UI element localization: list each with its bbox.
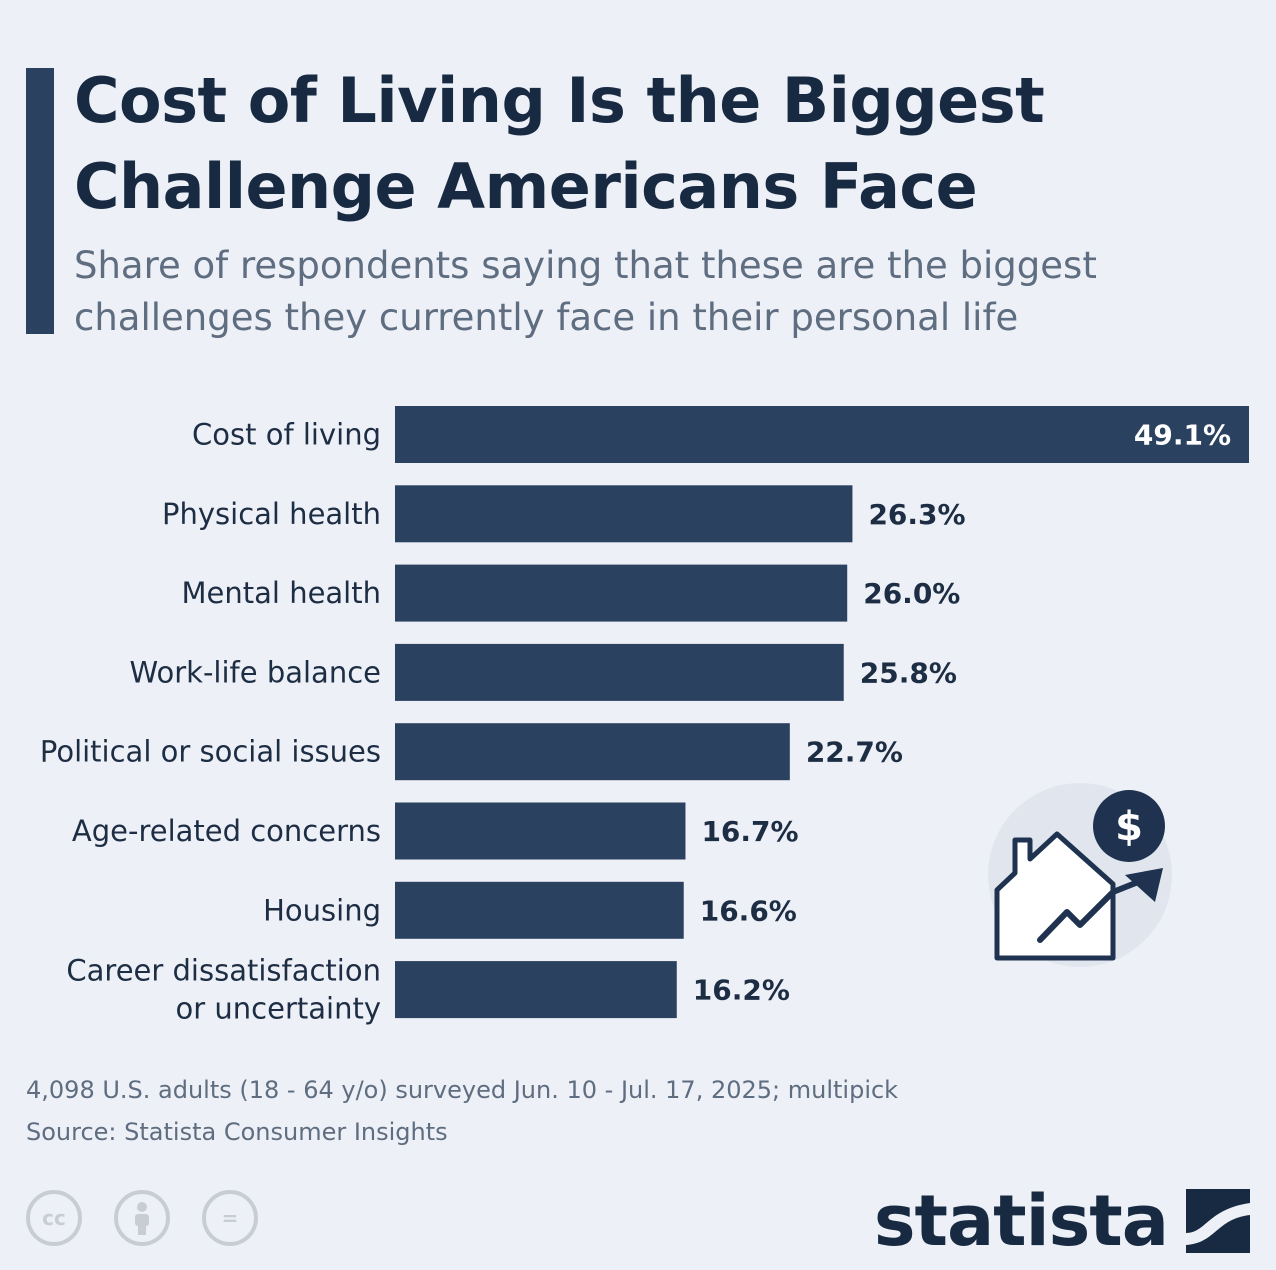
value-label: 16.2% [693, 974, 790, 1007]
value-label: 16.6% [700, 894, 797, 927]
category-label: Political or social issues [40, 735, 381, 769]
cc-icon[interactable]: cc [26, 1190, 82, 1246]
chart-subtitle-line-2: challenges they currently face in their … [74, 296, 1019, 339]
dollar-coin-icon [1093, 790, 1165, 862]
no-derivatives-icon[interactable]: = [202, 1190, 258, 1246]
arrow-head-icon [1125, 868, 1163, 902]
bar [395, 802, 686, 860]
chart-title-line-2: Challenge Americans Face [74, 150, 978, 223]
bar [395, 485, 853, 543]
dollar-sign: $ [1115, 804, 1143, 850]
bar [395, 406, 1249, 463]
house-outline-icon [994, 831, 1116, 961]
value-label: 49.1% [1134, 419, 1231, 452]
license-icons: cc = [26, 1190, 258, 1246]
bar [395, 564, 848, 622]
category-label: Career dissatisfaction [66, 954, 381, 988]
brand-name: statista [873, 1180, 1169, 1262]
statista-mark-icon [1186, 1189, 1250, 1253]
category-label: Physical health [162, 497, 381, 531]
chart-subtitle: Share of respondents saying that these a… [74, 240, 1224, 344]
value-label: 26.3% [868, 498, 965, 531]
title-accent-bar [26, 68, 54, 334]
bar [395, 881, 684, 939]
value-label: 22.7% [806, 736, 903, 769]
value-label: 25.8% [860, 656, 957, 689]
house-rising-price-icon: $ [988, 783, 1172, 967]
value-label: 26.0% [863, 577, 960, 610]
attribution-icon[interactable] [114, 1190, 170, 1246]
survey-note: 4,098 U.S. adults (18 - 64 y/o) surveyed… [26, 1076, 899, 1104]
rising-trend-icon [1037, 877, 1146, 943]
category-label: Cost of living [192, 418, 381, 452]
chart-title: Cost of Living Is the Biggest Challenge … [74, 58, 1224, 230]
chart-title-line-1: Cost of Living Is the Biggest [74, 64, 1045, 137]
bar [395, 961, 677, 1019]
category-label: or uncertainty [176, 992, 381, 1026]
person-icon [135, 1202, 149, 1235]
bar [395, 643, 844, 701]
value-label: 16.7% [701, 815, 798, 848]
category-label: Housing [263, 893, 381, 927]
chart-subtitle-line-1: Share of respondents saying that these a… [74, 244, 1097, 287]
category-label: Age-related concerns [72, 814, 381, 848]
bar [395, 723, 790, 781]
category-label: Mental health [182, 576, 381, 610]
bar-chart: Cost of living 49.1% Physical health 26.3% M… [40, 406, 1249, 1026]
category-label: Work-life balance [130, 655, 381, 689]
statista-logo[interactable]: statista [874, 1180, 1250, 1262]
source-note: Source: Statista Consumer Insights [26, 1118, 448, 1146]
